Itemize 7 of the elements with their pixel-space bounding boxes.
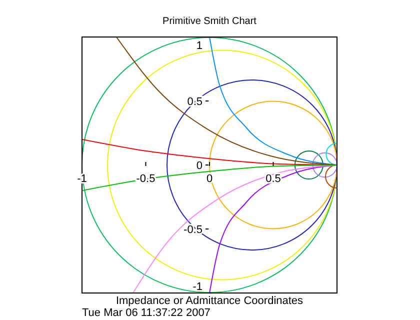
chart-title: Primitive Smith Chart <box>162 16 257 27</box>
x-axis-title: Impedance or Admittance Coordinates <box>116 295 304 307</box>
x-tick-label: 0.5 <box>266 173 281 185</box>
y-tick-label: 1 <box>196 40 202 52</box>
y-tick-label: 0 <box>196 160 202 172</box>
y-tick-label: -1 <box>192 281 202 293</box>
text: Tue Mar 06 11:37:22 2007 <box>82 307 210 319</box>
